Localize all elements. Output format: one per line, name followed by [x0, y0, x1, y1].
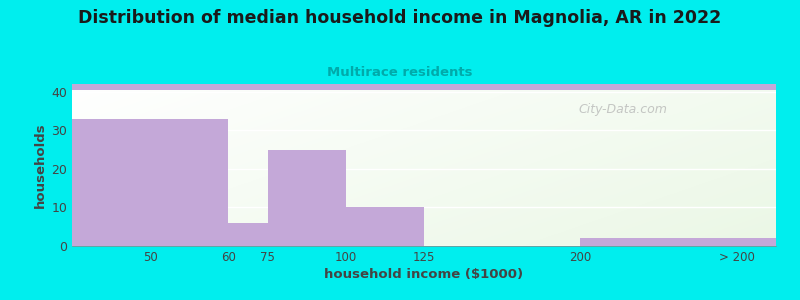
Bar — [72, 119, 229, 246]
Bar — [619, 238, 776, 246]
Text: City-Data.com: City-Data.com — [579, 103, 668, 116]
Text: Distribution of median household income in Magnolia, AR in 2022: Distribution of median household income … — [78, 9, 722, 27]
Text: Multirace residents: Multirace residents — [327, 66, 473, 79]
Bar — [581, 238, 619, 246]
X-axis label: household income ($1000): household income ($1000) — [325, 268, 523, 281]
Y-axis label: households: households — [34, 122, 47, 208]
Bar — [267, 150, 346, 246]
Bar — [229, 223, 267, 246]
Bar — [72, 84, 776, 90]
Bar — [346, 207, 424, 246]
